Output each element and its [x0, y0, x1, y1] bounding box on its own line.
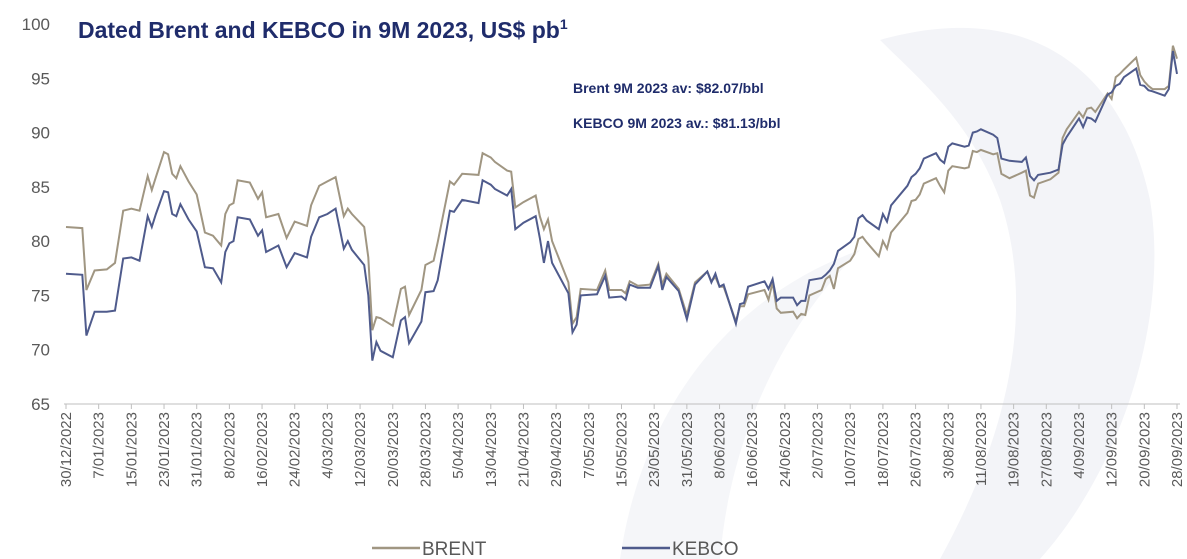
y-tick-label: 65	[31, 395, 50, 414]
x-tick-label: 23/01/2023	[156, 412, 173, 487]
x-tick-label: 18/07/2023	[875, 412, 892, 487]
y-tick-label: 90	[31, 124, 50, 143]
x-tick-label: 13/04/2023	[483, 412, 500, 487]
x-tick-label: 27/08/2023	[1038, 412, 1055, 487]
x-tick-label: 19/08/2023	[1006, 412, 1023, 487]
x-tick-label: 8/02/2023	[221, 412, 238, 479]
y-tick-label: 75	[31, 286, 50, 305]
x-tick-label: 31/05/2023	[679, 412, 696, 487]
watermark	[880, 27, 1155, 559]
x-tick-label: 26/07/2023	[908, 412, 925, 487]
y-tick-label: 95	[31, 69, 50, 88]
x-tick-label: 31/01/2023	[189, 412, 206, 487]
y-tick-label: 100	[22, 15, 50, 34]
x-tick-label: 15/05/2023	[614, 412, 631, 487]
series-line	[65, 45, 1178, 331]
x-tick-label: 2/07/2023	[810, 412, 827, 479]
x-tick-label: 4/03/2023	[319, 412, 336, 479]
x-tick-label: 8/06/2023	[712, 412, 729, 479]
annotation: KEBCO 9M 2023 av.: $81.13/bbl	[573, 115, 781, 131]
x-tick-label: 28/03/2023	[417, 412, 434, 487]
x-tick-label: 12/09/2023	[1104, 412, 1121, 487]
x-tick-label: 28/09/2023	[1169, 412, 1186, 487]
x-tick-label: 7/05/2023	[581, 412, 598, 479]
x-tick-label: 24/02/2023	[287, 412, 304, 487]
title-text: Dated Brent and KEBCO in 9M 2023, US$ pb	[78, 17, 560, 43]
x-tick-label: 5/04/2023	[450, 412, 467, 479]
x-tick-label: 20/03/2023	[385, 412, 402, 487]
x-tick-label: 24/06/2023	[777, 412, 794, 487]
x-tick-label: 16/06/2023	[744, 412, 761, 487]
x-tick-label: 21/04/2023	[515, 412, 532, 487]
chart-title: Dated Brent and KEBCO in 9M 2023, US$ pb…	[78, 16, 568, 43]
legend-label: KEBCO	[672, 539, 739, 559]
x-tick-label: 10/07/2023	[842, 412, 859, 487]
x-tick-label: 16/02/2023	[254, 412, 271, 487]
y-tick-label: 70	[31, 341, 50, 360]
y-tick-label: 80	[31, 232, 50, 251]
x-tick-label: 23/05/2023	[646, 412, 663, 487]
y-tick-label: 85	[31, 178, 50, 197]
annotation: Brent 9M 2023 av: $82.07/bbl	[573, 80, 764, 96]
series-line	[65, 50, 1178, 361]
x-tick-label: 29/04/2023	[548, 412, 565, 487]
x-tick-label: 20/09/2023	[1136, 412, 1153, 487]
x-tick-label: 4/09/2023	[1071, 412, 1088, 479]
legend-label: BRENT	[422, 539, 487, 559]
x-tick-label: 30/12/2022	[58, 412, 75, 487]
x-tick-label: 11/08/2023	[973, 412, 990, 486]
title-superscript: 1	[560, 16, 568, 32]
x-tick-label: 15/01/2023	[123, 412, 140, 487]
x-tick-label: 12/03/2023	[352, 412, 369, 487]
x-tick-label: 7/01/2023	[91, 412, 108, 479]
x-tick-label: 3/08/2023	[940, 412, 957, 479]
